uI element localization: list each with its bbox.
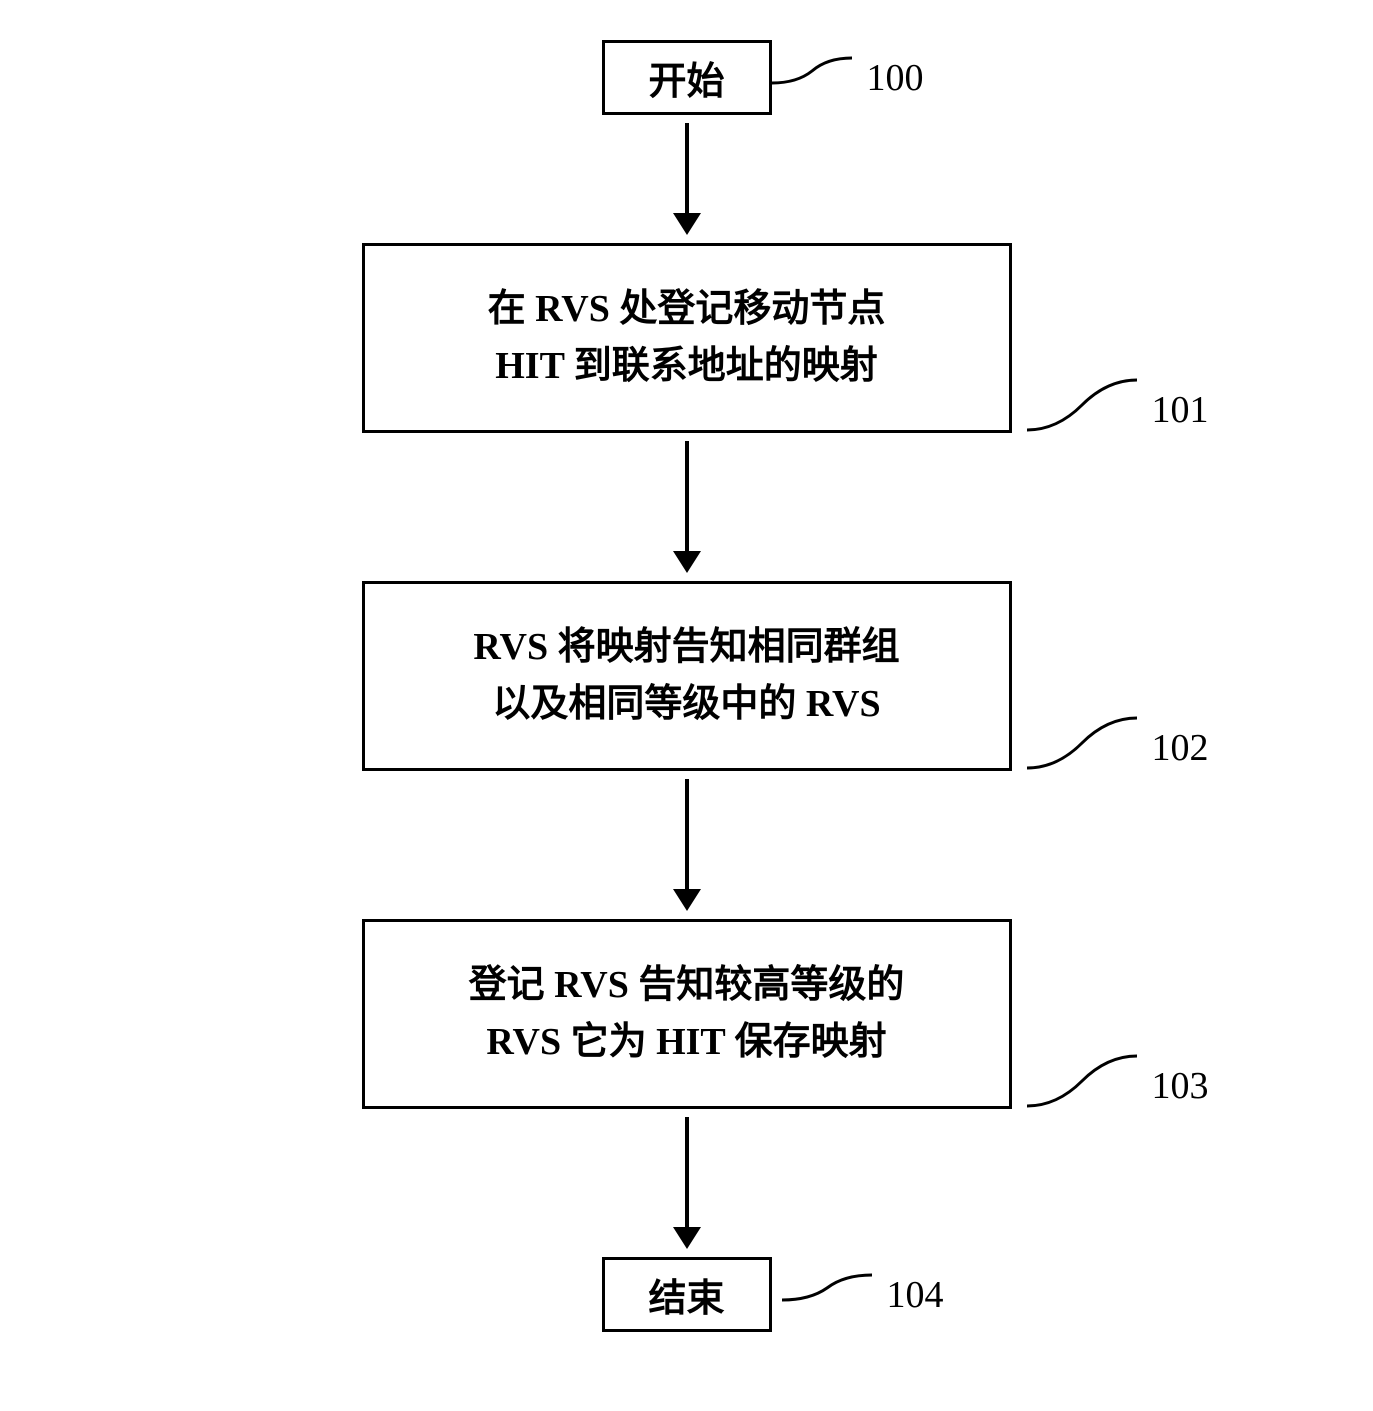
arrow-3 (673, 779, 701, 911)
arrow-3-head (673, 889, 701, 911)
arrow-4-head (673, 1227, 701, 1249)
arrow-2-line (685, 441, 689, 551)
start-label-connector: 100 (772, 53, 924, 103)
arrow-1 (673, 123, 701, 235)
step2-connector-svg (1027, 708, 1137, 788)
step3-label-connector: 103 (1027, 1046, 1209, 1126)
step1-node: 在 RVS 处登记移动节点 HIT 到联系地址的映射 101 (362, 243, 1012, 433)
step1-connector-svg (1027, 370, 1137, 450)
arrow-4 (673, 1117, 701, 1249)
arrow-3-line (685, 779, 689, 889)
arrow-1-head (673, 213, 701, 235)
end-connector-svg (782, 1270, 872, 1320)
step2-label-connector: 102 (1027, 708, 1209, 788)
step3-label: 103 (1152, 1058, 1209, 1115)
step3-connector-svg (1027, 1046, 1137, 1126)
arrow-2 (673, 441, 701, 573)
start-connector-svg (772, 53, 852, 103)
flowchart-container: 开始 100 在 RVS 处登记移动节点 HIT 到联系地址的映射 101 RV… (362, 40, 1012, 1332)
start-text: 开始 (648, 50, 724, 105)
step1-label: 101 (1152, 382, 1209, 439)
step2-node: RVS 将映射告知相同群组 以及相同等级中的 RVS 102 (362, 581, 1012, 771)
end-label: 104 (887, 1273, 944, 1317)
step1-label-connector: 101 (1027, 370, 1209, 450)
end-node: 结束 104 (602, 1257, 772, 1332)
end-text: 结束 (648, 1267, 724, 1322)
end-label-connector: 104 (782, 1270, 944, 1320)
step2-label: 102 (1152, 720, 1209, 777)
step3-node: 登记 RVS 告知较高等级的 RVS 它为 HIT 保存映射 103 (362, 919, 1012, 1109)
step1-text: 在 RVS 处登记移动节点 HIT 到联系地址的映射 (488, 281, 886, 395)
start-label: 100 (867, 56, 924, 100)
step3-text: 登记 RVS 告知较高等级的 RVS 它为 HIT 保存映射 (469, 957, 905, 1071)
arrow-1-line (685, 123, 689, 213)
arrow-2-head (673, 551, 701, 573)
arrow-4-line (685, 1117, 689, 1227)
step2-text: RVS 将映射告知相同群组 以及相同等级中的 RVS (473, 619, 899, 733)
start-node: 开始 100 (602, 40, 772, 115)
